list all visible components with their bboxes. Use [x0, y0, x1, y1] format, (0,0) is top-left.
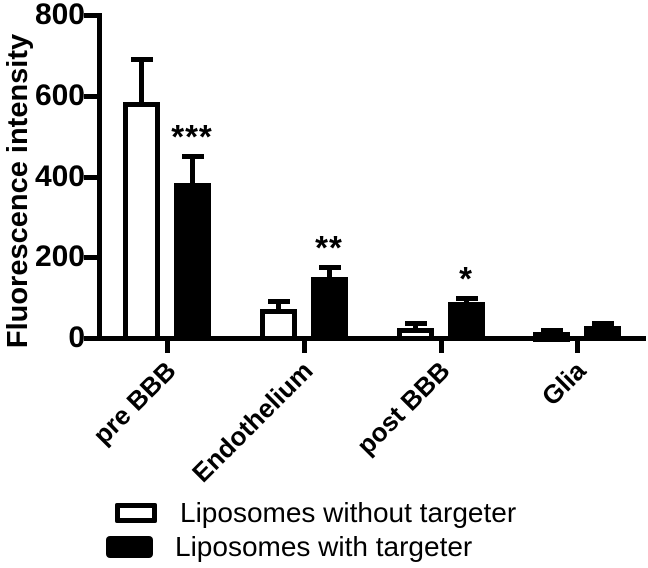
significance-stars-post-bbb: *	[459, 260, 473, 297]
y-tick-200	[84, 255, 97, 260]
x-tick-pre-bbb	[165, 341, 170, 353]
y-tick-400	[84, 175, 97, 180]
legend-item-liposomes-with-targeter: Liposomes with targeter	[106, 530, 472, 564]
bar-liposomes-with-targeter-glia	[584, 326, 621, 341]
error-line-liposomes-with-targeter-pre-bbb	[190, 156, 195, 186]
significance-stars-pre-bbb: ***	[171, 118, 213, 155]
error-line-liposomes-with-targeter-endothelium	[327, 267, 332, 281]
error-cap-liposomes-without-targeter-post-bbb	[405, 321, 427, 326]
error-line-liposomes-without-targeter-endothelium	[276, 301, 281, 313]
y-axis-line	[97, 13, 102, 341]
significance-stars-endothelium: **	[315, 229, 343, 266]
bar-liposomes-without-targeter-pre-bbb	[123, 102, 160, 341]
bar-liposomes-without-targeter-glia	[533, 332, 570, 342]
y-tick-0	[84, 336, 97, 341]
x-label-pre-bbb: pre BBB	[86, 355, 182, 451]
legend-label-with-targeter: Liposomes with targeter	[175, 531, 473, 562]
x-label-endothelium: Endothelium	[186, 355, 319, 488]
x-label-post-bbb: post BBB	[350, 355, 456, 461]
legend-swatch-filled-bar	[106, 536, 153, 558]
error-cap-liposomes-with-targeter-pre-bbb	[182, 154, 204, 159]
bar-liposomes-with-targeter-post-bbb	[448, 302, 485, 341]
x-label-glia: Glia	[535, 355, 592, 412]
bar-liposomes-with-targeter-endothelium	[311, 277, 348, 341]
legend-swatch-open-bar	[115, 503, 157, 523]
error-cap-liposomes-with-targeter-post-bbb	[456, 296, 478, 301]
legend-label-without-targeter: Liposomes without targeter	[180, 497, 517, 528]
x-tick-glia	[575, 341, 580, 353]
bar-liposomes-without-targeter-post-bbb	[397, 328, 434, 341]
y-tick-label-400: 400	[34, 160, 85, 193]
error-cap-liposomes-with-targeter-glia	[592, 321, 614, 326]
y-tick-800	[84, 13, 97, 18]
x-tick-post-bbb	[439, 341, 444, 353]
y-tick-label-200: 200	[34, 240, 85, 273]
bar-liposomes-with-targeter-pre-bbb	[174, 183, 211, 341]
y-tick-label-0: 0	[68, 321, 85, 354]
x-axis-line	[97, 336, 646, 341]
x-tick-endothelium	[302, 341, 307, 353]
legend-item-liposomes-without-targeter: Liposomes without targeter	[115, 496, 516, 530]
y-tick-label-600: 600	[34, 79, 85, 112]
error-line-liposomes-without-targeter-pre-bbb	[139, 59, 144, 105]
error-cap-liposomes-with-targeter-endothelium	[319, 265, 341, 270]
error-cap-liposomes-without-targeter-pre-bbb	[131, 57, 153, 62]
y-tick-600	[84, 94, 97, 99]
error-cap-liposomes-without-targeter-endothelium	[268, 299, 290, 304]
error-cap-liposomes-without-targeter-glia	[541, 328, 563, 333]
y-tick-label-800: 800	[34, 0, 85, 31]
error-line-liposomes-without-targeter-post-bbb	[413, 323, 418, 332]
bar-liposomes-without-targeter-endothelium	[260, 309, 297, 341]
